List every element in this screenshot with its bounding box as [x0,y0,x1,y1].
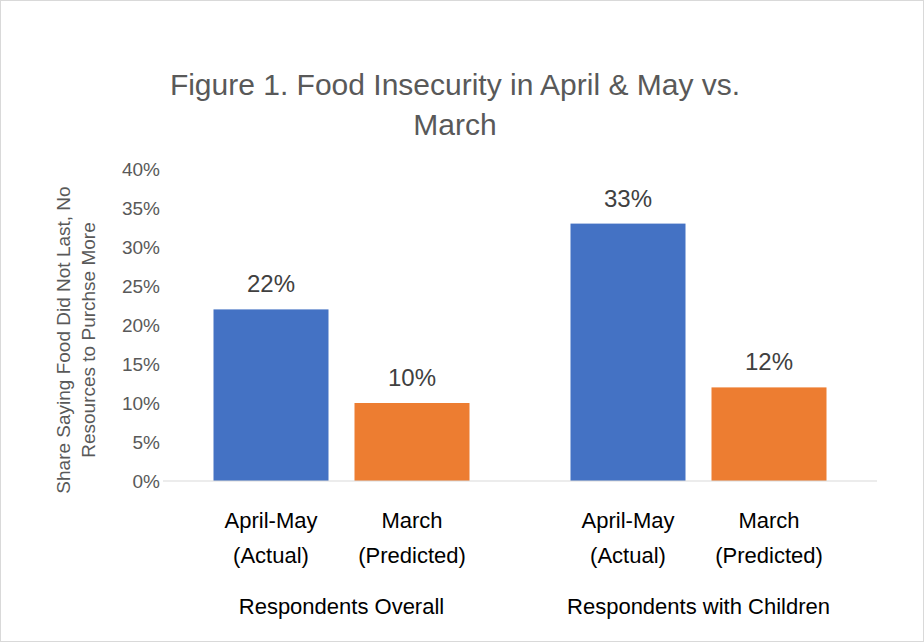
bar [355,403,470,481]
data-label: 12% [745,348,793,375]
category-label: Respondents Overall [239,594,444,619]
y-tick-label: 40% [122,159,160,180]
y-tick-label: 35% [122,198,160,219]
chart-container: Figure 1. Food Insecurity in April & May… [0,0,924,642]
y-axis-title: Share Saying Food Did Not Last, NoResour… [53,186,99,493]
data-label: 22% [247,270,295,297]
series-label: March(Predicted) [358,508,466,568]
category-label: Respondents with Children [567,594,830,619]
y-tick-label: 30% [122,237,160,258]
bar [571,224,686,481]
data-label: 33% [604,185,652,212]
series-label: April-May(Actual) [582,508,675,568]
bar [214,309,329,481]
y-tick-label: 5% [133,432,161,453]
series-label: March(Predicted) [715,508,823,568]
y-tick-label: 0% [133,471,161,492]
data-label: 10% [388,364,436,391]
x-axis-line [163,481,877,482]
y-tick-label: 25% [122,276,160,297]
bar [712,387,827,481]
chart-title: Figure 1. Food Insecurity in April & May… [170,68,740,141]
y-tick-label: 20% [122,315,160,336]
y-tick-label: 15% [122,354,160,375]
bars [214,224,827,481]
chart-border [1,1,924,642]
y-tick-label: 10% [122,393,160,414]
chart: Figure 1. Food Insecurity in April & May… [0,0,924,642]
series-label: April-May(Actual) [225,508,318,568]
